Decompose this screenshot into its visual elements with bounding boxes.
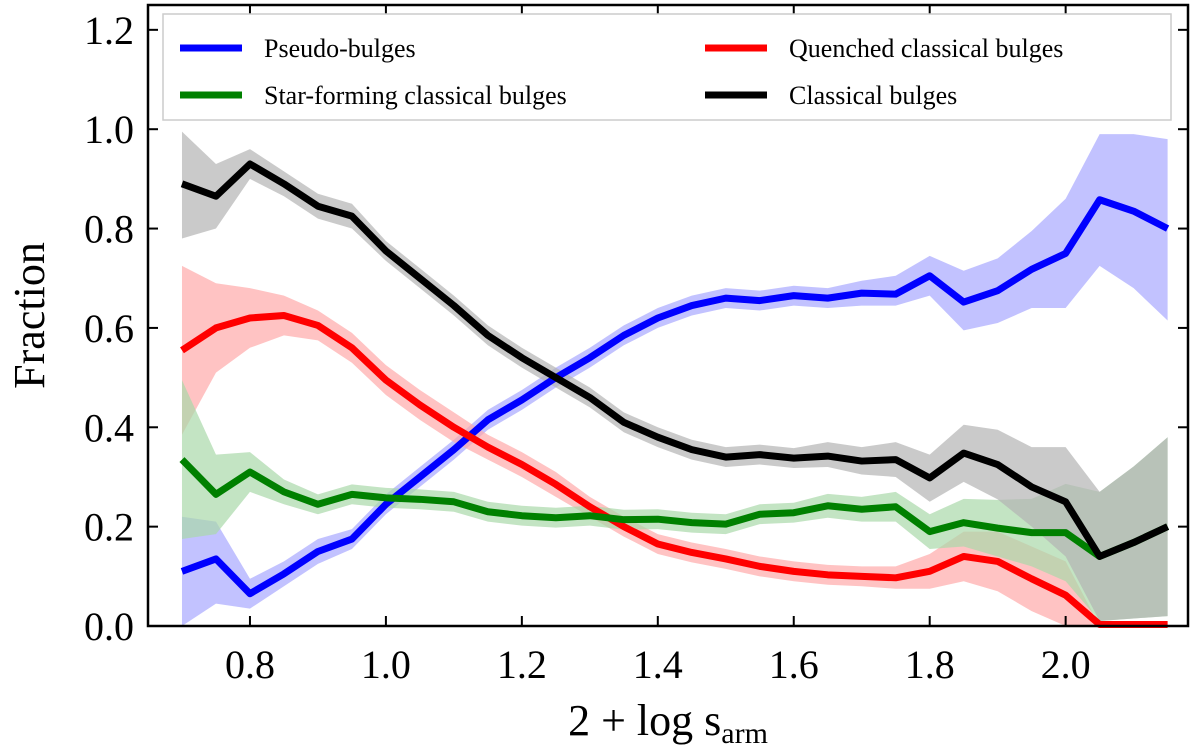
x-axis-label: 2 + log sarm bbox=[568, 696, 768, 750]
legend: Pseudo-bulges Star-forming classical bulg… bbox=[162, 13, 1172, 121]
legend-label-pseudo-bulges: Pseudo-bulges bbox=[264, 34, 416, 63]
y-axis-label: Fraction bbox=[5, 242, 54, 389]
star-forming-classical-bulges-line bbox=[179, 457, 1170, 560]
x-tick-label: 2.0 bbox=[1041, 642, 1091, 687]
series-lines bbox=[179, 160, 1170, 629]
x-axis-label-main: 2 + log s bbox=[568, 696, 721, 745]
x-tick-label: 1.4 bbox=[633, 642, 683, 687]
y-tick-label: 1.0 bbox=[84, 107, 134, 152]
legend-items: Pseudo-bulges Star-forming classical bulg… bbox=[180, 34, 1063, 110]
legend-label-star-forming-classical-bulges: Star-forming classical bulges bbox=[264, 81, 567, 110]
x-axis-label-subscript: arm bbox=[721, 717, 768, 750]
classical-bulges-line bbox=[180, 160, 1170, 560]
y-tick-label: 0.0 bbox=[84, 604, 134, 649]
x-tick-label: 1.6 bbox=[769, 642, 819, 687]
legend-label-quenched-classical-bulges: Quenched classical bulges bbox=[789, 34, 1063, 63]
legend-box bbox=[162, 13, 1172, 121]
y-tick-label: 0.8 bbox=[84, 207, 134, 252]
y-tick-label: 0.2 bbox=[84, 505, 134, 550]
quenched-classical-bulges-line bbox=[180, 312, 1168, 629]
y-tick-label: 0.6 bbox=[84, 306, 134, 351]
quenched-classical-bulges-band bbox=[181, 265, 1168, 626]
pseudo-bulges-line bbox=[180, 196, 1170, 598]
legend-label-classical-bulges: Classical bulges bbox=[789, 81, 957, 110]
x-tick-label: 1.2 bbox=[497, 642, 547, 687]
axis-ticks: 0.8 1.0 1.2 1.4 1.6 1.8 2.0 0.0 0.2 0.4 0.6 0.8 1.0 1… bbox=[84, 5, 1188, 687]
plot-frame bbox=[146, 3, 1190, 628]
y-tick-label: 0.4 bbox=[84, 405, 134, 450]
x-tick-label: 1.0 bbox=[361, 642, 411, 687]
y-tick-label: 1.2 bbox=[84, 8, 134, 53]
x-tick-label: 1.8 bbox=[905, 642, 955, 687]
x-tick-label: 0.8 bbox=[225, 642, 275, 687]
